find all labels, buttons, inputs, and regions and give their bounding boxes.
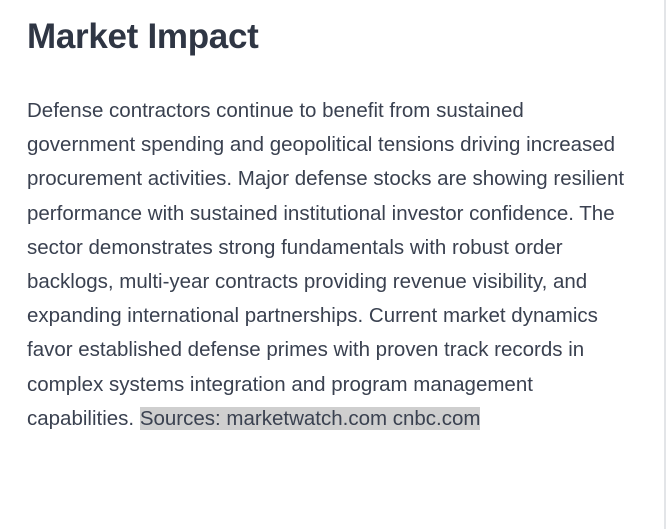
article-section: Market Impact Defense contractors contin… [27, 14, 637, 436]
paragraph-text: Defense contractors continue to benefit … [27, 99, 625, 430]
scrollbar-track[interactable] [664, 0, 666, 529]
section-paragraph: Defense contractors continue to benefit … [27, 94, 637, 436]
section-heading: Market Impact [27, 17, 259, 56]
sources-highlight[interactable]: Sources: marketwatch.com cnbc.com [139, 406, 481, 430]
